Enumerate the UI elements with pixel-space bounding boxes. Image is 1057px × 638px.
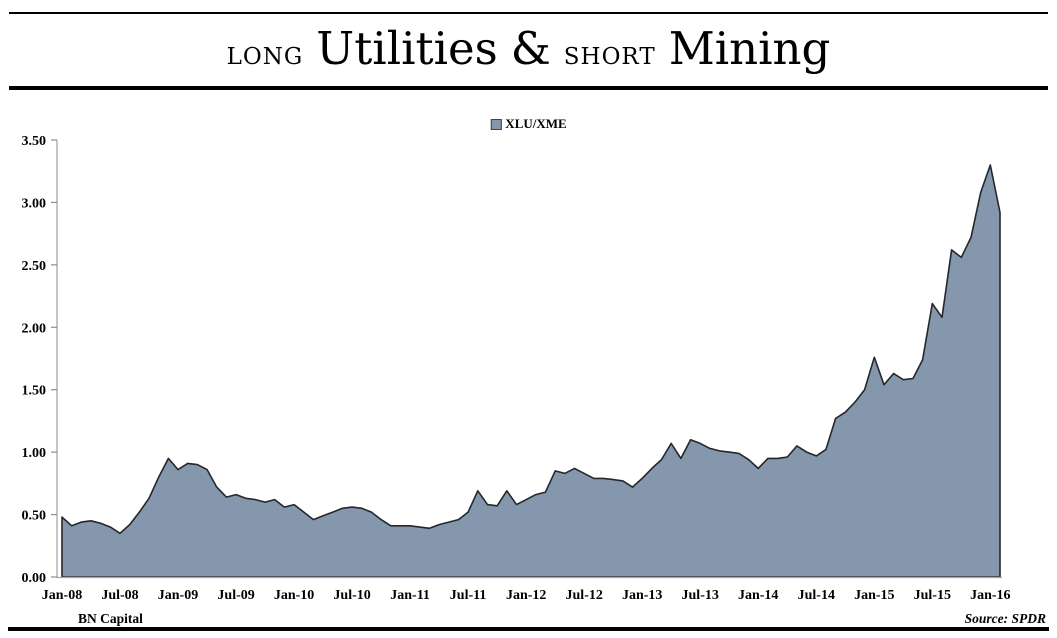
y-tick-label: 1.50 [22, 384, 47, 399]
y-tick-label: 0.50 [22, 509, 47, 524]
y-tick-label: 1.00 [22, 446, 47, 461]
x-tick-label: Jan-10 [274, 588, 314, 603]
x-tick-label: Jan-14 [738, 588, 778, 603]
y-tick-label: 3.50 [22, 134, 47, 149]
x-tick-label: Jan-13 [622, 588, 662, 603]
x-tick-label: Jul-13 [682, 588, 719, 603]
x-tick-label: Jan-11 [390, 588, 430, 603]
title-short: SHORT [563, 44, 656, 70]
title-long: LONG [226, 44, 304, 70]
x-tick-label: Jul-12 [566, 588, 603, 603]
x-tick-label: Jul-08 [101, 588, 138, 603]
x-tick-label: Jan-16 [970, 588, 1010, 603]
title-utilities: Utilities [316, 22, 498, 75]
x-tick-label: Jul-09 [217, 588, 254, 603]
title-mining: Mining [668, 22, 831, 75]
x-tick-label: Jan-12 [506, 588, 546, 603]
footer-source: Source: SPDR [964, 611, 1046, 626]
legend-label: XLU/XME [505, 116, 567, 131]
bottom-rule [8, 627, 1049, 631]
area-series-xlu-xme [61, 164, 1001, 578]
x-tick-label: Jul-15 [914, 588, 951, 603]
legend-swatch-icon [490, 118, 502, 130]
y-tick-label: 3.00 [22, 196, 47, 211]
y-tick-label: 2.00 [22, 321, 47, 336]
page-title: LONG Utilities & SHORT Mining [0, 22, 1057, 75]
x-tick-label: Jul-14 [798, 588, 835, 603]
title-ampersand: & [510, 22, 551, 75]
chart-legend: XLU/XME [490, 116, 567, 132]
top-rule [9, 12, 1048, 14]
footer-brand: BN Capital [78, 611, 143, 626]
title-underline-rule [9, 86, 1048, 90]
x-tick-label: Jan-15 [854, 588, 894, 603]
y-tick-label: 2.50 [22, 259, 47, 274]
x-tick-label: Jul-10 [333, 588, 370, 603]
x-tick-label: Jul-11 [450, 588, 487, 603]
x-tick-label: Jan-09 [158, 588, 198, 603]
y-tick-label: 0.00 [22, 571, 47, 586]
x-tick-label: Jan-08 [42, 588, 82, 603]
